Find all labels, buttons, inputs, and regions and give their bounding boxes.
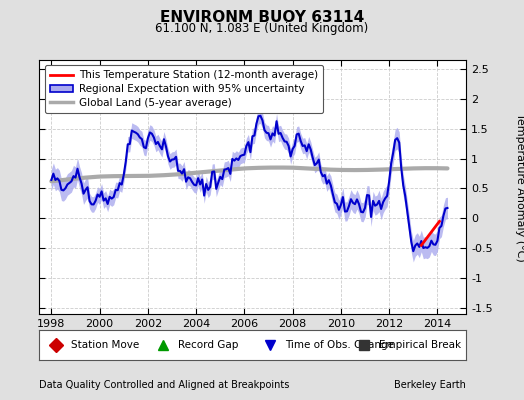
Text: Record Gap: Record Gap	[178, 340, 238, 350]
Text: Time of Obs. Change: Time of Obs. Change	[285, 340, 394, 350]
Text: Empirical Break: Empirical Break	[379, 340, 461, 350]
Text: ENVIRONM BUOY 63114: ENVIRONM BUOY 63114	[160, 10, 364, 25]
Text: Data Quality Controlled and Aligned at Breakpoints: Data Quality Controlled and Aligned at B…	[39, 380, 290, 390]
Text: Station Move: Station Move	[71, 340, 139, 350]
Text: 61.100 N, 1.083 E (United Kingdom): 61.100 N, 1.083 E (United Kingdom)	[156, 22, 368, 35]
Y-axis label: Temperature Anomaly (°C): Temperature Anomaly (°C)	[515, 113, 524, 261]
Legend: This Temperature Station (12-month average), Regional Expectation with 95% uncer: This Temperature Station (12-month avera…	[45, 65, 323, 113]
Text: Berkeley Earth: Berkeley Earth	[395, 380, 466, 390]
